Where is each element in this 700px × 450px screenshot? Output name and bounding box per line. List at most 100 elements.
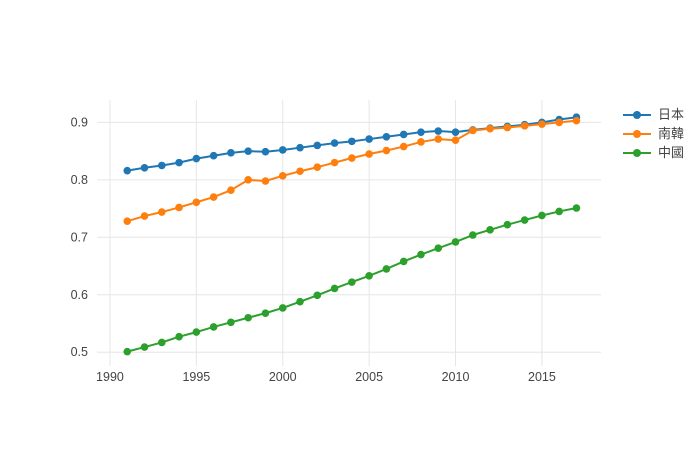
data-point-japan-1993[interactable] [157,161,166,170]
data-point-china-2001[interactable] [296,297,304,306]
data-point-china-2006[interactable] [382,265,391,273]
x-tick-label: 2005 [355,370,383,384]
series-line-south-korea[interactable] [126,119,578,223]
y-tick-label: 0.6 [71,288,88,302]
data-point-china-2000[interactable] [278,304,287,312]
legend-line-marker-icon [623,129,651,138]
data-point-japan-2010[interactable] [451,128,460,136]
data-point-japan-2004[interactable] [348,137,356,146]
data-point-china-1995[interactable] [192,328,201,336]
data-point-china-1994[interactable] [175,332,183,341]
data-point-china-2002[interactable] [313,291,322,300]
data-point-japan-2006[interactable] [382,132,391,141]
data-point-japan-1997[interactable] [227,149,235,157]
data-point-south-korea-2007[interactable] [399,142,408,151]
data-point-south-korea-2013[interactable] [503,123,512,132]
data-point-japan-2001[interactable] [296,143,304,152]
data-point-china-1999[interactable] [261,309,270,317]
legend-label-china: 中國 [658,145,685,160]
data-point-japan-1992[interactable] [140,163,149,172]
data-point-south-korea-1993[interactable] [157,208,166,216]
data-point-japan-2008[interactable] [417,128,425,136]
data-point-japan-1996[interactable] [209,151,218,160]
data-point-south-korea-2014[interactable] [520,122,529,130]
data-point-china-2015[interactable] [538,211,546,220]
legend-item-china[interactable]: 中國 [622,143,684,162]
x-axis-tick-labels: 1990 1995 2000 2005 2010 2015 [96,370,556,384]
data-point-south-korea-2009[interactable] [434,135,443,143]
data-point-china-2003[interactable] [330,284,339,293]
legend-item-japan[interactable]: 日本 [622,105,684,124]
data-point-china-1996[interactable] [209,323,218,331]
series-south-korea[interactable] [123,116,581,226]
data-point-japan-1991[interactable] [123,166,132,175]
data-point-south-korea-1997[interactable] [227,186,235,194]
data-point-china-1997[interactable] [227,318,235,327]
data-point-south-korea-2000[interactable] [278,172,287,180]
y-axis-tick-labels: 0.5 0.6 0.7 0.8 0.9 [71,115,88,359]
gridlines [97,100,601,366]
x-tick-label: 1995 [182,370,210,384]
data-point-south-korea-2015[interactable] [538,120,546,128]
data-point-china-2004[interactable] [348,278,356,286]
data-point-japan-1998[interactable] [244,147,252,155]
y-tick-label: 0.5 [71,345,88,359]
data-point-japan-1994[interactable] [175,158,183,167]
series-layer [123,113,581,356]
data-point-china-2007[interactable] [399,257,408,266]
data-point-china-2011[interactable] [468,231,477,239]
data-point-south-korea-2005[interactable] [365,150,373,158]
data-point-south-korea-2003[interactable] [330,158,339,167]
y-tick-label: 0.9 [71,115,88,129]
x-tick-label: 1990 [96,370,124,384]
x-tick-label: 2010 [442,370,470,384]
data-point-china-2009[interactable] [434,244,443,253]
data-point-south-korea-2001[interactable] [296,167,304,176]
legend-label-japan: 日本 [658,107,685,122]
data-point-south-korea-2004[interactable] [348,154,356,162]
y-tick-label: 0.7 [71,230,88,244]
legend-label-south-korea: 南韓 [658,126,685,141]
data-point-china-2012[interactable] [486,226,494,234]
data-point-south-korea-1998[interactable] [244,176,252,184]
data-point-china-2016[interactable] [555,207,563,216]
data-point-south-korea-2011[interactable] [468,126,477,135]
data-point-japan-2000[interactable] [278,146,287,154]
data-point-south-korea-2017[interactable] [572,116,581,125]
data-point-japan-2009[interactable] [434,127,443,135]
data-point-china-1992[interactable] [140,343,149,351]
data-point-japan-1995[interactable] [192,154,201,163]
data-point-south-korea-1996[interactable] [209,193,218,201]
data-point-japan-2005[interactable] [365,135,373,143]
data-point-south-korea-2016[interactable] [555,118,563,127]
data-point-china-2014[interactable] [520,216,529,224]
data-point-south-korea-2002[interactable] [313,163,322,172]
data-point-china-2013[interactable] [503,220,512,229]
data-point-china-2017[interactable] [572,204,581,212]
series-china[interactable] [123,204,581,356]
data-point-south-korea-2010[interactable] [451,136,460,145]
data-point-south-korea-2006[interactable] [382,146,391,155]
data-point-china-2005[interactable] [365,272,373,280]
data-point-china-1991[interactable] [123,347,132,356]
data-point-south-korea-1995[interactable] [192,198,201,207]
data-point-china-2010[interactable] [451,238,460,246]
data-point-south-korea-1992[interactable] [140,212,149,220]
data-point-south-korea-1999[interactable] [261,177,270,185]
legend-line-marker-icon [623,110,651,119]
data-point-china-1998[interactable] [244,313,252,322]
data-point-japan-2003[interactable] [330,139,339,147]
data-point-japan-2007[interactable] [399,130,408,139]
data-point-japan-1999[interactable] [261,147,270,156]
data-point-south-korea-1991[interactable] [123,217,132,226]
x-tick-label: 2015 [528,370,556,384]
data-point-south-korea-2008[interactable] [417,138,425,146]
data-point-south-korea-1994[interactable] [175,203,183,212]
y-tick-label: 0.8 [71,173,88,187]
data-point-japan-2002[interactable] [313,141,322,150]
data-point-china-2008[interactable] [417,250,425,259]
legend-item-south-korea[interactable]: 南韓 [622,124,684,143]
data-point-south-korea-2012[interactable] [486,124,494,133]
data-point-china-1993[interactable] [157,338,166,347]
